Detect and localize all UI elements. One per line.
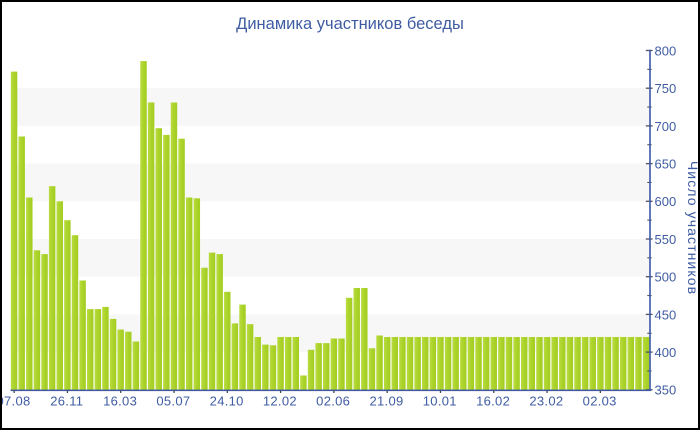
svg-text:26.11: 26.11 xyxy=(50,394,83,409)
svg-text:05.07: 05.07 xyxy=(156,394,190,409)
svg-text:550: 550 xyxy=(655,232,677,247)
svg-text:21.09: 21.09 xyxy=(369,394,403,409)
svg-text:400: 400 xyxy=(655,345,677,360)
svg-text:24.10: 24.10 xyxy=(210,394,244,409)
svg-text:750: 750 xyxy=(655,81,677,96)
svg-text:16.03: 16.03 xyxy=(103,394,137,409)
svg-text:23.02: 23.02 xyxy=(529,394,563,409)
svg-text:650: 650 xyxy=(655,157,677,172)
svg-text:350: 350 xyxy=(655,383,677,398)
svg-text:800: 800 xyxy=(655,43,677,58)
svg-text:Динамика участников беседы: Динамика участников беседы xyxy=(236,15,464,33)
svg-text:12.02: 12.02 xyxy=(263,394,297,409)
svg-text:Число участников: Число участников xyxy=(685,161,700,295)
svg-text:10.01: 10.01 xyxy=(423,394,457,409)
svg-text:02.06: 02.06 xyxy=(316,394,350,409)
svg-text:700: 700 xyxy=(655,119,677,134)
svg-text:16.02: 16.02 xyxy=(476,394,510,409)
svg-text:450: 450 xyxy=(655,307,677,322)
svg-text:02.03: 02.03 xyxy=(583,394,617,409)
svg-text:600: 600 xyxy=(655,194,677,209)
svg-text:07.08: 07.08 xyxy=(0,394,31,409)
svg-text:500: 500 xyxy=(655,270,677,285)
